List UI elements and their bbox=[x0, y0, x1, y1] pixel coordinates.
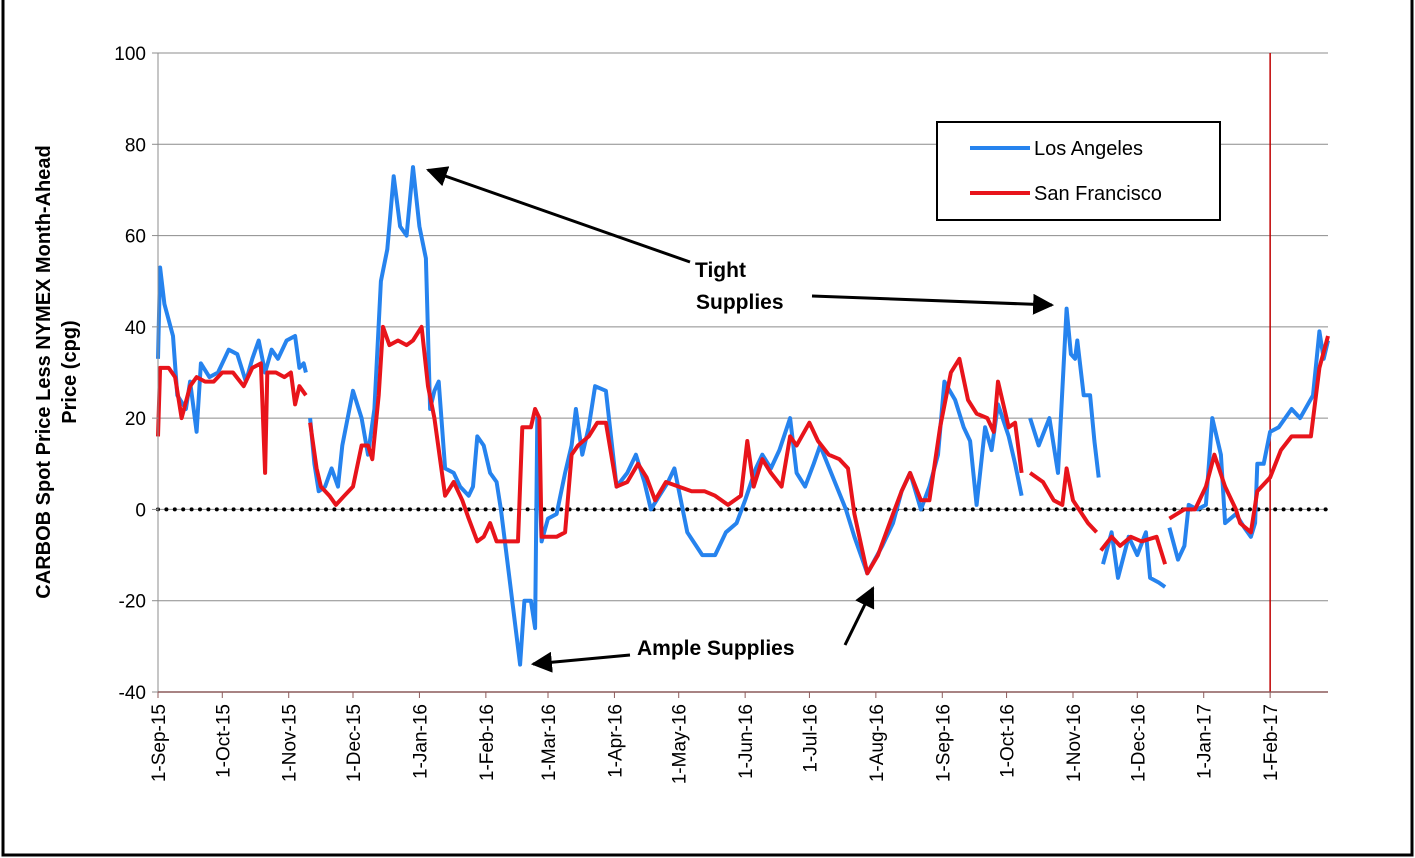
y-tick-label: 40 bbox=[125, 318, 146, 339]
series-lines bbox=[156, 165, 1330, 667]
x-tick-label: 1-May-16 bbox=[670, 704, 691, 784]
x-tick-label: 1-Jul-16 bbox=[800, 704, 821, 773]
x-tick-label: 1-Aug-16 bbox=[867, 704, 888, 782]
x-tick-label: 1-Jan-17 bbox=[1195, 704, 1216, 779]
arrow bbox=[426, 166, 691, 264]
x-tick-label: 1-Mar-16 bbox=[539, 704, 560, 781]
x-tick-label: 1-Dec-16 bbox=[1128, 704, 1149, 782]
x-tick-label: 1-Sep-16 bbox=[933, 704, 954, 782]
x-tick-label: 1-Feb-16 bbox=[477, 704, 498, 781]
y-tick-label: 80 bbox=[125, 135, 146, 156]
y-tick-label: 100 bbox=[114, 44, 146, 65]
reference-lines bbox=[156, 53, 1330, 692]
x-tick-label: 1-Apr-16 bbox=[605, 704, 626, 778]
y-axis-label: Price (cpg) bbox=[59, 320, 81, 423]
x-tick-label: 1-Oct-15 bbox=[213, 704, 234, 778]
axes: -40 -20 0 20 40 60 80 100 1-Sep-15 1-Oct-15 1-Nov-… bbox=[114, 44, 1328, 784]
y-tick-label: 60 bbox=[125, 227, 146, 248]
x-tick-label: 1-Jun-16 bbox=[736, 704, 757, 779]
arrow bbox=[843, 586, 875, 646]
series-line bbox=[156, 324, 1330, 576]
legend: Los Angeles San Francisco bbox=[936, 121, 1221, 221]
series-line bbox=[156, 165, 1330, 667]
x-tick-label: 1-Nov-16 bbox=[1064, 704, 1085, 782]
x-tick-label: 1-Sep-15 bbox=[149, 704, 170, 782]
y-tick-label: 20 bbox=[125, 409, 146, 430]
x-tick-label: 1-Dec-15 bbox=[344, 704, 365, 782]
x-tick-label: 1-Nov-15 bbox=[280, 704, 301, 782]
annotation: Ample Supplies bbox=[637, 637, 795, 660]
y-tick-label: 0 bbox=[135, 500, 146, 521]
annotation-arrows bbox=[426, 166, 1055, 673]
arrow bbox=[530, 651, 631, 673]
x-tick-label: 1-Oct-16 bbox=[998, 704, 1019, 778]
legend-label: Los Angeles bbox=[1034, 138, 1143, 160]
x-tick-label: 1-Feb-17 bbox=[1261, 704, 1282, 781]
y-axis-label: CARBOB Spot Price Less NYMEX Month-Ahead bbox=[33, 145, 55, 598]
y-tick-label: -40 bbox=[119, 683, 146, 704]
legend-label: San Francisco bbox=[1034, 183, 1162, 205]
legend-box bbox=[936, 121, 1221, 221]
annotation: Supplies bbox=[696, 291, 784, 314]
x-tick-label: 1-Jan-16 bbox=[410, 704, 431, 779]
y-tick-label: -20 bbox=[119, 592, 146, 613]
arrow bbox=[811, 293, 1055, 315]
annotation: Tight bbox=[695, 259, 746, 282]
